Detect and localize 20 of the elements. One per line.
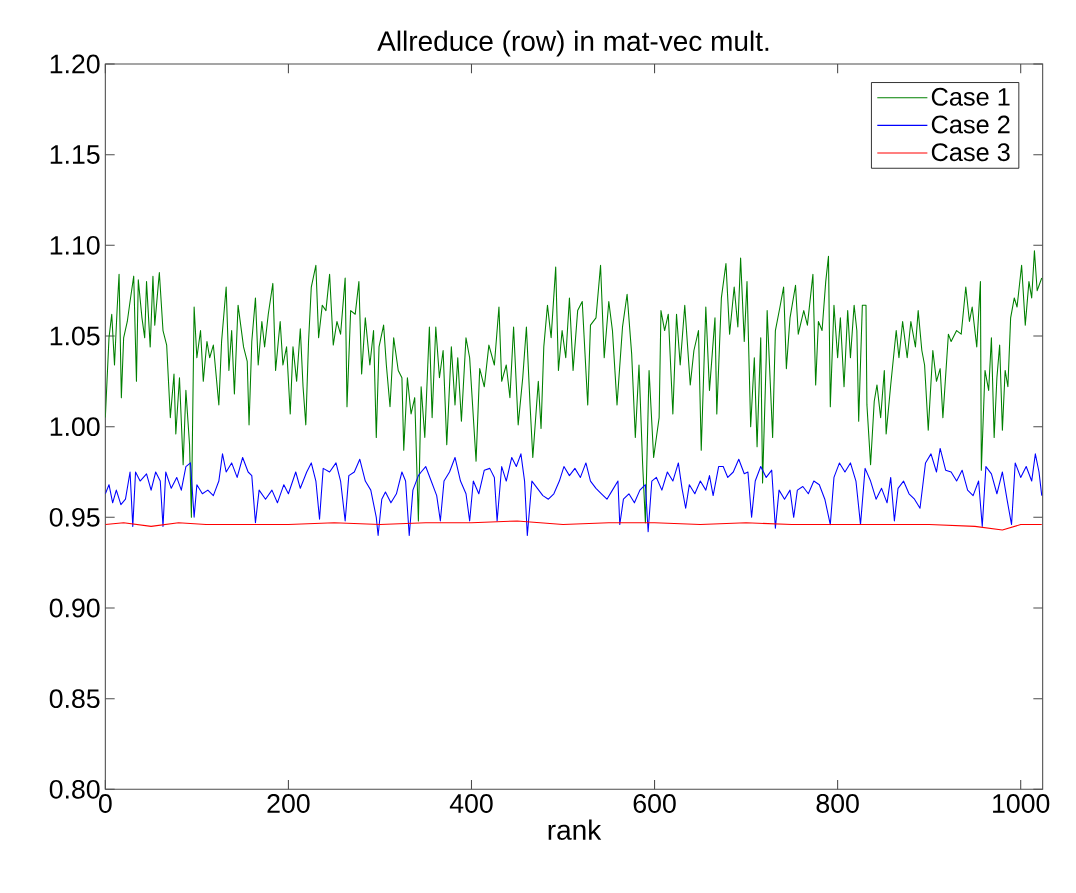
legend-label: Case 2 [931,115,1010,134]
x-axis-title: rank [548,819,602,840]
x-tick-label: 400 [449,793,493,813]
x-tick-label: 600 [633,793,676,813]
y-tick-label: 0.95 [49,507,100,527]
y-tick-label: 1.05 [50,326,100,346]
chart-title: Allreduce (row) in mat-vec mult. [377,30,769,57]
x-tick-label: 0 [98,793,112,813]
y-tick-label: 0.90 [49,598,100,618]
y-tick-label: 1.10 [50,235,100,255]
x-tick-label: 800 [816,793,859,813]
y-tick-label: 0.80 [49,779,100,799]
x-tick-label: 1000 [993,793,1050,813]
x-tick-label: 200 [267,793,310,813]
legend-label: Case 3 [931,143,1010,162]
legend-label: Case 1 [931,87,1010,106]
y-tick-label: 1.15 [50,145,100,164]
y-tick-label: 0.85 [49,689,100,708]
y-tick-label: 1.00 [50,417,100,436]
y-tick-label: 1.20 [50,54,100,74]
